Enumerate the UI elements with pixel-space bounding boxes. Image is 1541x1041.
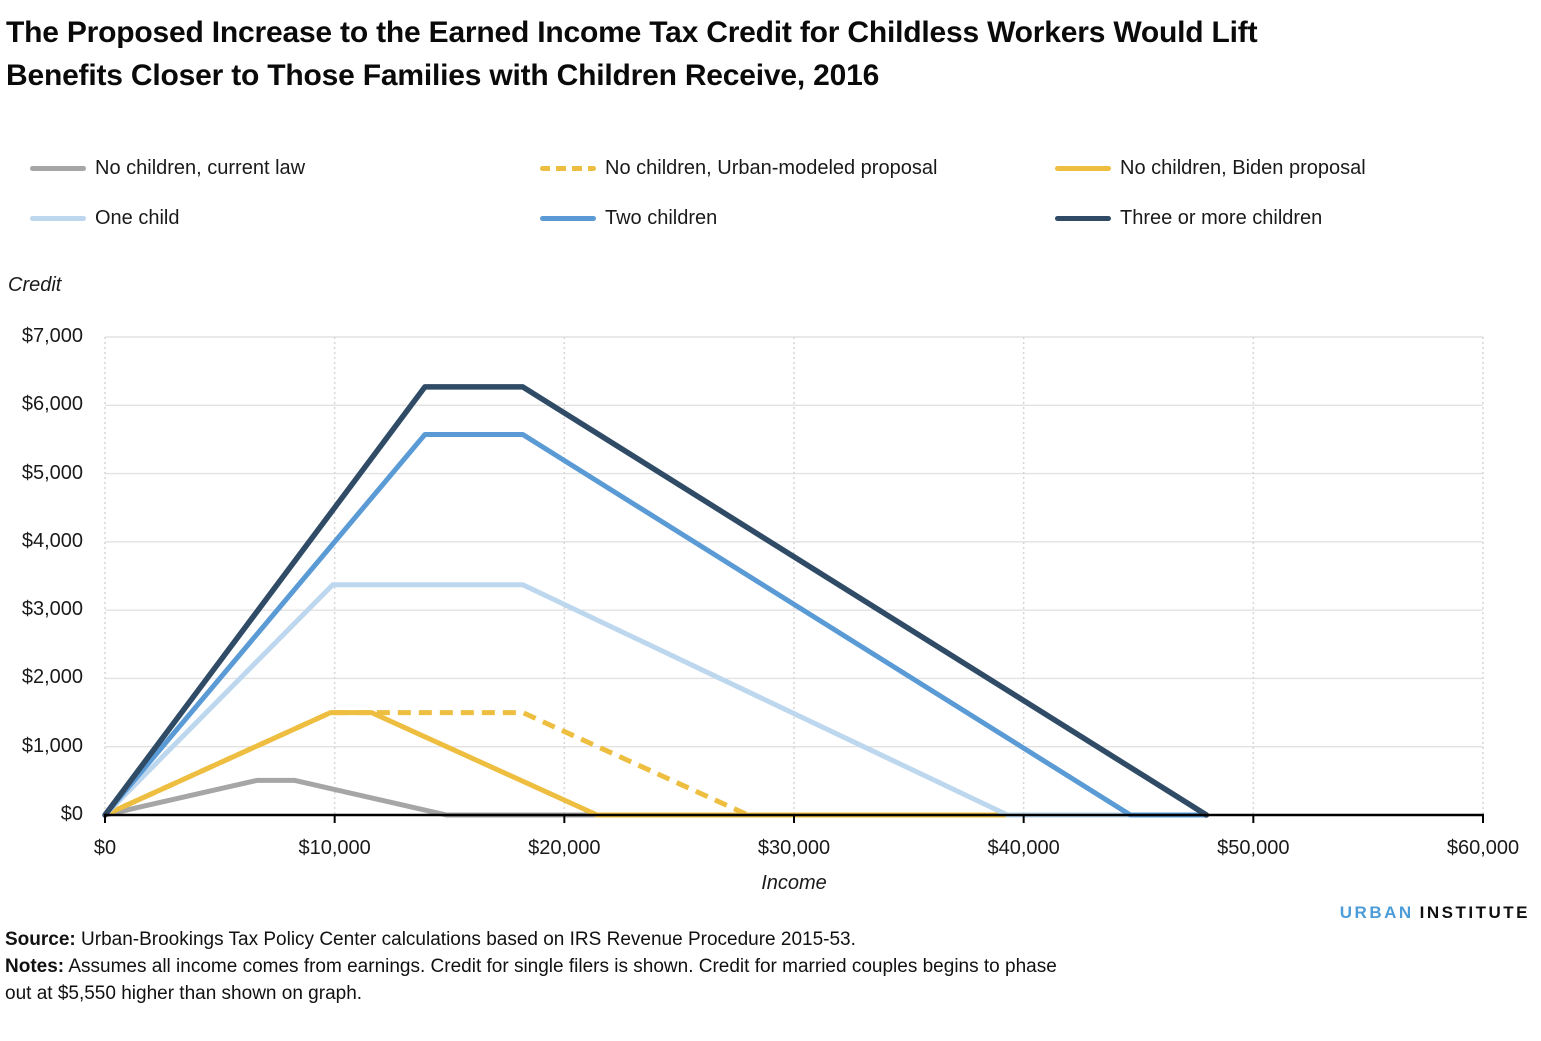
chart-title-line1: The Proposed Increase to the Earned Inco…	[6, 16, 1258, 49]
series-line	[102, 432, 1209, 818]
chart-title: The Proposed Increase to the Earned Inco…	[6, 12, 1516, 97]
logo-institute-text: INSTITUTE	[1419, 903, 1530, 922]
legend-line-swatch	[30, 215, 86, 221]
y-tick-label: $6,000	[21, 393, 83, 416]
legend-label: Three or more children	[1120, 206, 1323, 229]
notes-text-1: Assumes all income comes from earnings. …	[64, 956, 1057, 977]
legend-label: No children, Biden proposal	[1120, 156, 1366, 179]
source-label: Source:	[5, 929, 76, 950]
x-tick-label: $20,000	[528, 837, 601, 859]
y-tick-label: $2,000	[21, 666, 83, 689]
legend-line-swatch	[540, 215, 596, 221]
y-tick-label: $5,000	[21, 461, 83, 484]
y-tick-label: $3,000	[21, 598, 83, 621]
legend-line-swatch	[1055, 215, 1111, 221]
notes-label: Notes:	[5, 956, 65, 977]
x-tick-label: $40,000	[987, 837, 1060, 859]
x-axis-title: Income	[761, 872, 827, 894]
y-axis-title: Credit	[8, 274, 62, 296]
notes-line-2: out at $5,550 higher than shown on graph…	[5, 983, 363, 1004]
legend-item: Two children	[540, 203, 717, 233]
legend-item: Three or more children	[1055, 203, 1322, 233]
x-tick-label: $50,000	[1217, 837, 1290, 859]
legend-item: No children, Biden proposal	[1055, 153, 1366, 183]
source-line: Source: Urban-Brookings Tax Policy Cente…	[5, 926, 1305, 953]
legend-label: One child	[95, 206, 180, 229]
source-text: Urban-Brookings Tax Policy Center calcul…	[75, 929, 856, 950]
legend-label: No children, current law	[95, 156, 306, 179]
legend-item: No children, current law	[30, 153, 305, 183]
y-tick-label: $1,000	[21, 734, 83, 757]
footer-notes: Source: Urban-Brookings Tax Policy Cente…	[5, 926, 1305, 1007]
notes-line-1: Notes: Assumes all income comes from ear…	[5, 953, 1305, 980]
legend-item: No children, Urban-modeled proposal	[540, 153, 937, 183]
legend-line-swatch	[30, 165, 86, 171]
series-line	[103, 710, 1207, 818]
logo-urban-text: URBAN	[1339, 903, 1414, 922]
y-tick-label: $0	[60, 803, 83, 825]
legend-item: One child	[30, 203, 180, 233]
x-tick-label: $60,000	[1446, 837, 1520, 859]
series-line	[102, 777, 1209, 818]
x-tick-label: $0	[93, 837, 117, 859]
legend-dashed-line-swatch	[540, 165, 596, 171]
y-tick-label: $4,000	[21, 529, 83, 552]
y-tick-label: $7,000	[21, 325, 83, 347]
urban-institute-logo: URBAN INSTITUTE	[1340, 903, 1530, 923]
chart-title-line2: Benefits Closer to Those Families with C…	[6, 58, 880, 92]
legend-label: No children, Urban-modeled proposal	[605, 156, 938, 179]
x-tick-label: $10,000	[298, 837, 371, 859]
legend-line-swatch	[1055, 165, 1111, 171]
legend-label: Two children	[605, 206, 718, 229]
x-tick-label: $30,000	[757, 837, 831, 859]
series-line	[102, 710, 1209, 818]
series-line	[102, 384, 1210, 818]
